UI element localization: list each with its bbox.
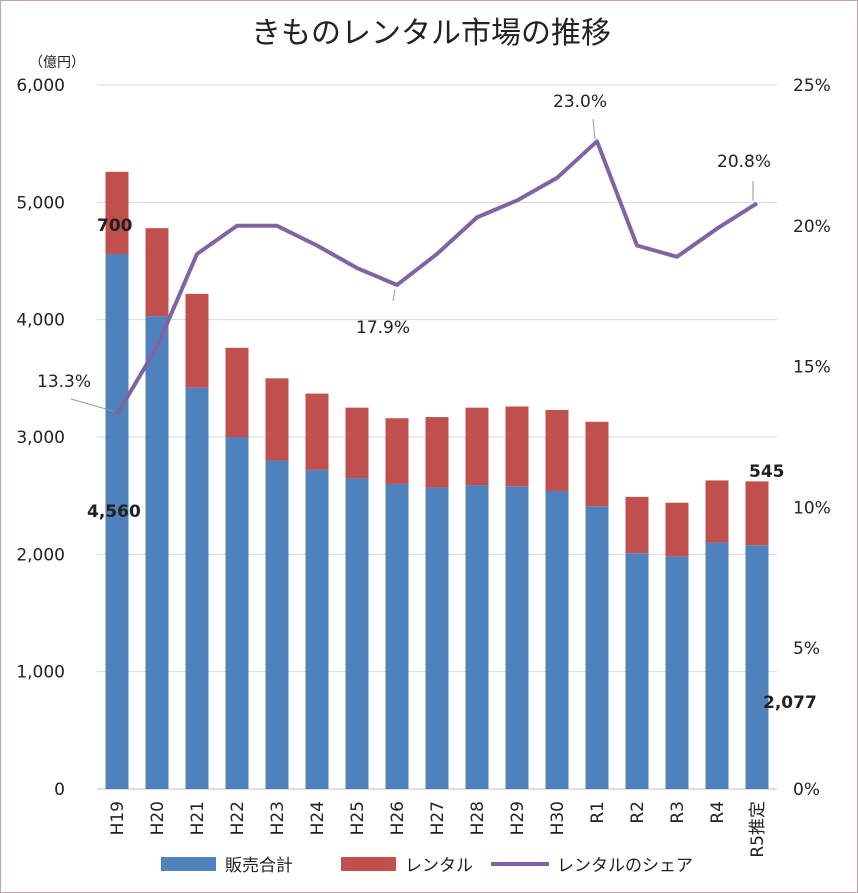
data-label-r5-share: 20.8% xyxy=(717,152,771,172)
bar-sales xyxy=(145,316,169,789)
bar-rental xyxy=(385,418,409,484)
chart-title: きものレンタル市場の推移 xyxy=(251,16,611,51)
bar-sales xyxy=(625,553,649,789)
bar-rental xyxy=(585,421,609,507)
x-axis-tick-label: R5推定 xyxy=(748,801,768,858)
bar-rental xyxy=(745,481,769,546)
bar-rental xyxy=(345,407,369,479)
bar-rental xyxy=(545,410,569,491)
leader-line-h26-share xyxy=(392,288,396,302)
x-axis-tick-label: H25 xyxy=(348,801,368,835)
x-axis-tick-label: H28 xyxy=(468,801,488,835)
right-axis-ticks: 0% 5% 10% 15% 20% 25% xyxy=(793,76,831,800)
x-axis-tick-label: R4 xyxy=(708,801,728,824)
bar-rental xyxy=(425,417,449,488)
bar-rental xyxy=(265,378,289,461)
left-axis-tick-label: 6,000 xyxy=(16,76,65,96)
label-leader-lines xyxy=(70,118,754,412)
x-axis-tick-label: H23 xyxy=(268,801,288,835)
right-axis-tick-label: 20% xyxy=(793,217,831,237)
legend-label-sales: 販売合計 xyxy=(225,856,293,876)
bar-sales xyxy=(665,556,689,789)
bar-sales xyxy=(265,460,289,789)
left-axis-tick-label: 4,000 xyxy=(16,311,65,331)
right-axis-tick-label: 25% xyxy=(793,76,831,96)
bar-sales xyxy=(505,486,529,789)
bar-rental xyxy=(185,293,209,388)
data-label-h19-sales: 4,560 xyxy=(87,502,141,522)
data-label-r1-share: 23.0% xyxy=(553,92,607,112)
bar-sales xyxy=(425,487,449,789)
share-line xyxy=(115,139,759,416)
x-axis-tick-label: H19 xyxy=(108,801,128,835)
x-axis-tick-label: H24 xyxy=(308,801,328,835)
data-label-h19-rental: 700 xyxy=(97,216,133,236)
x-axis-tick-label: R3 xyxy=(668,801,688,824)
x-axis-tick-label: H20 xyxy=(148,801,168,835)
bar-rental xyxy=(105,171,129,254)
bar-sales xyxy=(465,485,489,789)
bar-sales xyxy=(345,478,369,789)
bar-sales xyxy=(225,437,249,789)
left-axis-tick-label: 2,000 xyxy=(16,545,65,565)
x-axis-tick-label: H27 xyxy=(428,801,448,835)
legend-swatch-rental xyxy=(341,857,396,871)
bar-rental xyxy=(665,502,689,557)
x-axis-tick-label: H21 xyxy=(188,801,208,835)
data-label-r5-rental: 545 xyxy=(749,462,785,482)
bar-sales xyxy=(385,483,409,789)
bar-rental xyxy=(705,480,729,543)
bar-rental xyxy=(145,228,169,317)
y-axis-unit-label: （億円） xyxy=(29,55,85,71)
bar-rental xyxy=(225,347,249,437)
bar-rental xyxy=(625,496,649,554)
leader-line-h19-share xyxy=(70,398,114,412)
legend: 販売合計 レンタル レンタルのシェア xyxy=(161,856,693,876)
x-axis-tick-label: H29 xyxy=(508,801,528,835)
legend-label-share: レンタルのシェア xyxy=(557,856,693,876)
bar-rental xyxy=(305,393,329,470)
x-axis-tick-label: H22 xyxy=(228,801,248,835)
data-labels: 700 4,560 545 2,077 13.3% 17.9% 23.0% 20… xyxy=(37,92,817,713)
bar-sales xyxy=(745,545,769,789)
x-axis-tick-label: H26 xyxy=(388,801,408,835)
right-axis-tick-label: 0% xyxy=(793,780,820,800)
left-axis-ticks: 0 1,000 2,000 3,000 4,000 5,000 6,000 xyxy=(16,76,65,800)
data-label-r5-sales: 2,077 xyxy=(763,693,817,713)
bar-sales xyxy=(105,253,129,789)
x-axis-tick-label: H30 xyxy=(548,801,568,835)
bar-rental xyxy=(465,407,489,486)
bar-sales xyxy=(585,506,609,789)
bar-sales xyxy=(185,387,209,789)
right-axis-tick-label: 10% xyxy=(793,498,831,518)
data-label-h19-share: 13.3% xyxy=(37,372,91,392)
x-axis-tick-label: R2 xyxy=(628,801,648,824)
bar-sales xyxy=(705,542,729,789)
legend-label-rental: レンタル xyxy=(405,856,473,876)
leader-line-r1-share xyxy=(592,118,596,140)
bar-series xyxy=(105,171,769,789)
left-axis-tick-label: 1,000 xyxy=(16,663,65,683)
legend-swatch-sales xyxy=(161,857,216,871)
left-axis-tick-label: 5,000 xyxy=(16,193,65,213)
data-label-h26-share: 17.9% xyxy=(356,318,410,338)
left-axis-tick-label: 0 xyxy=(54,780,65,800)
left-axis-tick-label: 3,000 xyxy=(16,428,65,448)
bar-sales xyxy=(545,490,569,789)
right-axis-tick-label: 15% xyxy=(793,358,831,378)
right-axis-tick-label: 5% xyxy=(793,639,820,659)
bar-sales xyxy=(305,469,329,789)
share-line-series xyxy=(115,139,759,416)
x-axis-tick-label: R1 xyxy=(588,801,608,824)
x-axis-ticks: H19 H20 H21 H22 H23 H24 H25 H26 H27 H28 H29 H30 R1 R2… xyxy=(108,801,768,858)
bar-rental xyxy=(505,406,529,487)
